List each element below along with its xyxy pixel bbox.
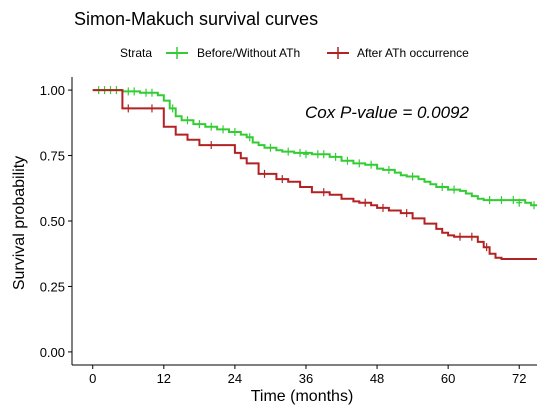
censor-mark-before xyxy=(196,120,203,129)
censor-mark-after xyxy=(483,243,490,252)
censor-mark-after xyxy=(261,169,268,178)
y-tick-label: 0.75 xyxy=(40,149,65,164)
x-tick-label: 0 xyxy=(89,371,96,386)
censor-mark-after xyxy=(125,104,132,113)
censor-mark-after xyxy=(362,198,369,207)
x-tick-label: 48 xyxy=(370,371,384,386)
censor-mark-before xyxy=(320,150,327,159)
legend-label-before: Before/Without ATh xyxy=(197,46,300,60)
censor-mark-after xyxy=(456,232,463,241)
legend-key-before xyxy=(166,47,188,59)
censor-mark-before xyxy=(439,182,446,191)
y-tick-label: 0.00 xyxy=(40,345,65,360)
censor-mark-before xyxy=(344,156,351,165)
legend-key-after xyxy=(327,47,349,59)
censor-mark-before xyxy=(131,87,138,96)
plot-area xyxy=(92,86,538,260)
censor-mark-before xyxy=(486,196,493,205)
censor-mark-before xyxy=(169,104,176,113)
y-axis-label: Survival probability xyxy=(11,156,28,290)
censor-mark-after xyxy=(468,232,475,241)
censor-mark-before xyxy=(516,198,523,207)
censor-mark-before xyxy=(385,165,392,174)
legend-title: Strata xyxy=(120,46,152,60)
censor-mark-after xyxy=(403,209,410,218)
censor-mark-after xyxy=(279,175,286,184)
censor-mark-before xyxy=(314,150,321,159)
censor-mark-before xyxy=(285,147,292,156)
censor-mark-after xyxy=(379,203,386,212)
censor-mark-before xyxy=(297,148,304,157)
axis-ticks: 0.00 0.25 0.50 0.75 1.00 0 12 24 36 48 60 72 xyxy=(40,83,527,386)
y-tick-label: 1.00 xyxy=(40,83,65,98)
x-tick-label: 12 xyxy=(157,371,171,386)
legend: Strata Before/Without ATh After ATh occu… xyxy=(120,46,469,60)
censor-mark-after xyxy=(148,104,155,113)
censor-mark-before xyxy=(208,122,215,131)
censor-mark-before xyxy=(220,125,227,134)
censor-mark-before xyxy=(498,196,505,205)
survival-curve-before xyxy=(92,89,537,207)
censor-mark-before xyxy=(531,201,538,210)
cox-p-value-annotation: Cox P-value = 0.0092 xyxy=(305,103,470,122)
censor-mark-before xyxy=(246,133,253,142)
censor-mark-before xyxy=(267,143,274,152)
censor-mark-before xyxy=(231,127,238,136)
x-tick-label: 60 xyxy=(441,371,455,386)
x-tick-label: 72 xyxy=(512,371,526,386)
x-tick-label: 24 xyxy=(228,371,242,386)
y-tick-label: 0.25 xyxy=(40,279,65,294)
censor-mark-before xyxy=(143,88,150,97)
censor-mark-before xyxy=(510,196,517,205)
censor-mark-after xyxy=(320,188,327,197)
censor-mark-before xyxy=(451,185,458,194)
censor-mark-before xyxy=(184,116,191,125)
censor-mark-before xyxy=(148,88,155,97)
censor-mark-before xyxy=(356,159,363,168)
y-tick-label: 0.50 xyxy=(40,214,65,229)
censor-mark-before xyxy=(409,172,416,181)
censor-mark-before xyxy=(302,150,309,159)
x-axis-label: Time (months) xyxy=(251,388,354,405)
censor-mark-before xyxy=(368,160,375,169)
censor-mark-before xyxy=(332,152,339,161)
legend-label-after: After ATh occurrence xyxy=(357,46,469,60)
x-tick-label: 36 xyxy=(299,371,313,386)
censor-mark-before xyxy=(125,87,132,96)
chart-title: Simon-Makuch survival curves xyxy=(74,9,318,29)
censor-mark-after xyxy=(208,141,215,150)
